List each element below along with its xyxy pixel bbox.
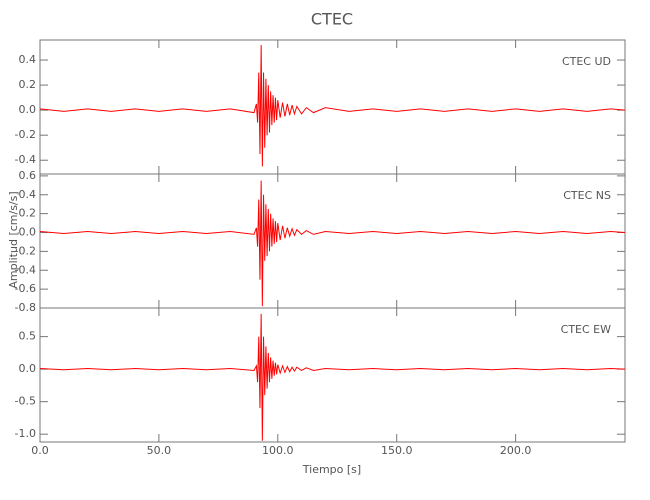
panel-frame [39, 307, 626, 443]
y-tick-label: 0.0 [19, 226, 37, 239]
panel-frame [39, 39, 626, 175]
panel-label: CTEC EW [561, 323, 611, 336]
x-tick-label: 200.0 [500, 444, 532, 457]
y-tick-label: 0.2 [19, 78, 37, 91]
y-tick-label: -0.4 [15, 263, 36, 276]
chart-title: CTEC [311, 10, 353, 29]
y-tick-label: 0.4 [19, 53, 37, 66]
x-tick-label: 150.0 [381, 444, 413, 457]
x-tick-label: 50.0 [147, 444, 172, 457]
panel-frame [39, 173, 626, 309]
y-tick-label: -0.8 [15, 301, 36, 314]
y-tick-label: -1.0 [15, 427, 36, 440]
waveform [39, 45, 626, 167]
waveform [39, 313, 626, 441]
waveform [39, 180, 626, 307]
y-tick-label: -0.2 [15, 128, 36, 141]
y-tick-label: -0.6 [15, 282, 36, 295]
y-tick-label: 0.6 [19, 169, 37, 182]
y-tick-label: 0.0 [19, 362, 37, 375]
x-axis-label: Tiempo [s] [302, 463, 361, 476]
y-tick-label: 0.0 [19, 103, 37, 116]
y-tick-label: 0.4 [19, 188, 37, 201]
y-tick-label: 0.5 [19, 330, 37, 343]
y-tick-label: -0.5 [15, 395, 36, 408]
y-axis-label: Amplitud [cm/s/s] [7, 191, 20, 288]
panel-label: CTEC NS [563, 189, 611, 202]
x-tick-label: 100.0 [262, 444, 294, 457]
y-tick-label: 0.2 [19, 207, 37, 220]
panel-label: CTEC UD [562, 55, 611, 68]
y-tick-label: -0.4 [15, 153, 36, 166]
y-tick-label: -0.2 [15, 244, 36, 257]
x-tick-label: 0.0 [31, 444, 49, 457]
